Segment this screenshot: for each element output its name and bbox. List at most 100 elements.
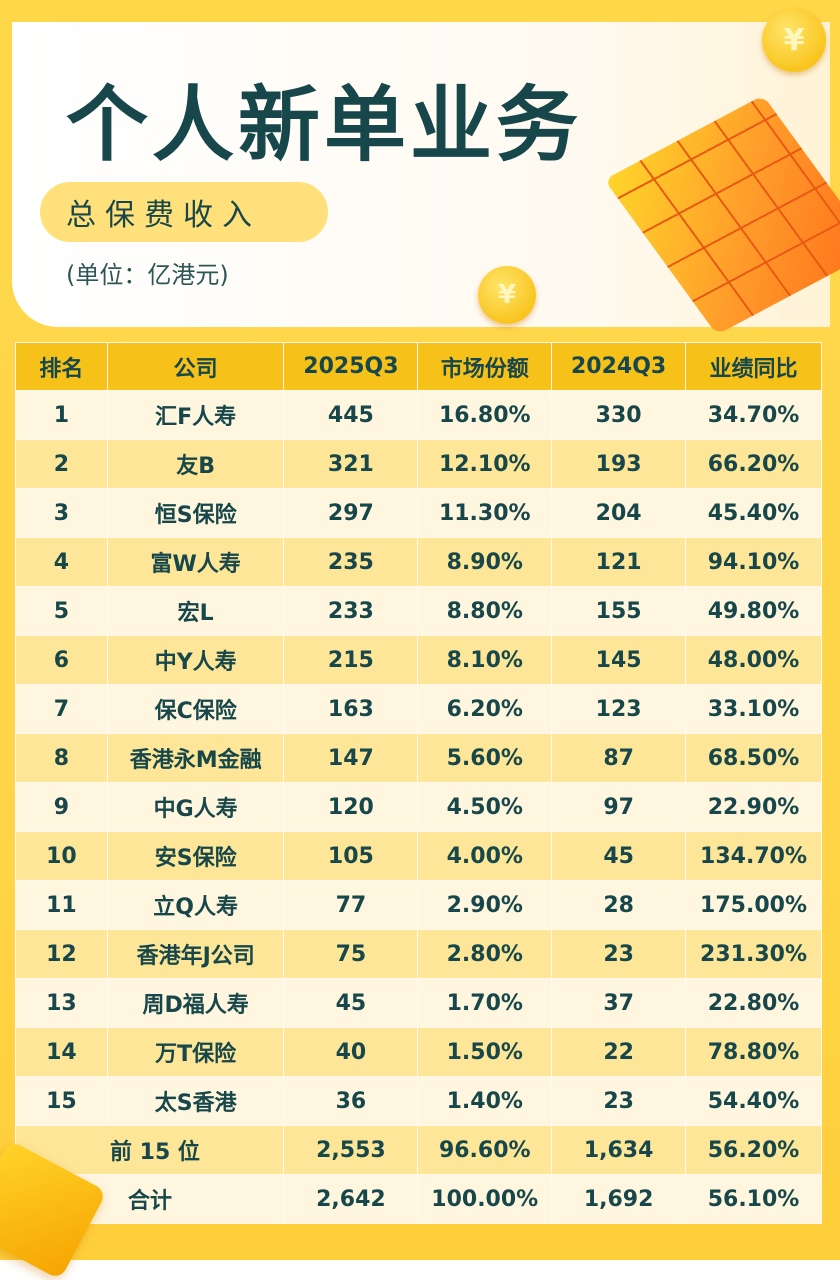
table-cell: 14 (15, 1027, 108, 1077)
table-cell: 8.90% (417, 537, 553, 587)
table-cell: 120 (283, 782, 419, 832)
table-cell: 33.10% (685, 684, 822, 734)
table-cell: 78.80% (685, 1027, 822, 1077)
table-cell: 100.00% (417, 1174, 553, 1224)
table-cell: 56.10% (685, 1174, 822, 1224)
table-row: 10 安S保险 105 4.00% 45 134.70% (15, 831, 822, 881)
table-cell: 121 (551, 537, 687, 587)
column-header: 排名 (15, 342, 108, 391)
table-cell: 5 (15, 586, 108, 636)
table-cell: 香港年J公司 (106, 929, 285, 979)
table-cell: 安S保险 (106, 831, 285, 881)
table-cell: 12.10% (417, 439, 553, 489)
table-cell: 68.50% (685, 733, 822, 783)
column-header: 业绩同比 (685, 342, 822, 391)
coin-icon: ¥ (762, 8, 826, 72)
table-cell: 富W人寿 (106, 537, 285, 587)
table-row: 1 汇F人寿 445 16.80% 330 34.70% (15, 390, 822, 440)
table-cell: 49.80% (685, 586, 822, 636)
table-row: 12 香港年J公司 75 2.80% 23 231.30% (15, 929, 822, 979)
table-cell: 11.30% (417, 488, 553, 538)
table-row: 3 恒S保险 297 11.30% 204 45.40% (15, 488, 822, 538)
table-cell: 恒S保险 (106, 488, 285, 538)
table-cell: 12 (15, 929, 108, 979)
table-cell: 香港永M金融 (106, 733, 285, 783)
table-cell: 155 (551, 586, 687, 636)
table-cell: 175.00% (685, 880, 822, 930)
table-cell: 445 (283, 390, 419, 440)
table-cell: 11 (15, 880, 108, 930)
table-cell: 231.30% (685, 929, 822, 979)
table-cell: 2,553 (283, 1125, 419, 1175)
table-cell: 233 (283, 586, 419, 636)
table-cell: 94.10% (685, 537, 822, 587)
table-row: 13 周D福人寿 45 1.70% 37 22.80% (15, 978, 822, 1028)
table-cell: 330 (551, 390, 687, 440)
table-cell: 13 (15, 978, 108, 1028)
table-cell: 周D福人寿 (106, 978, 285, 1028)
table-cell: 2.90% (417, 880, 553, 930)
table-cell: 立Q人寿 (106, 880, 285, 930)
table-cell: 1 (15, 390, 108, 440)
table-cell: 3 (15, 488, 108, 538)
table-cell: 7 (15, 684, 108, 734)
table-cell: 9 (15, 782, 108, 832)
table-cell: 22 (551, 1027, 687, 1077)
table-cell: 147 (283, 733, 419, 783)
table-cell: 66.20% (685, 439, 822, 489)
total-row: 合计 2,642 100.00% 1,692 56.10% (14, 1174, 822, 1224)
table-cell: 8.10% (417, 635, 553, 685)
subtitle-pill: 总保费收入 (40, 182, 328, 242)
table-cell: 1.70% (417, 978, 553, 1028)
table-cell: 75 (283, 929, 419, 979)
table-row: 14 万T保险 40 1.50% 22 78.80% (15, 1027, 822, 1077)
table-cell: 中G人寿 (106, 782, 285, 832)
coin-icon: ¥ (478, 266, 536, 324)
ranking-table: 排名 公司 2025Q3 市场份额 2024Q3 业绩同比 1 汇F人寿 445 16.80% 3… (14, 342, 822, 1224)
table-cell: 123 (551, 684, 687, 734)
table-cell: 45 (283, 978, 419, 1028)
table-cell: 37 (551, 978, 687, 1028)
table-row: 2 友B 321 12.10% 193 66.20% (15, 439, 822, 489)
table-cell: 235 (283, 537, 419, 587)
column-header: 市场份额 (417, 342, 553, 391)
table-row: 6 中Y人寿 215 8.10% 145 48.00% (15, 635, 822, 685)
table-row: 4 富W人寿 235 8.90% 121 94.10% (15, 537, 822, 587)
table-row: 7 保C保险 163 6.20% 123 33.10% (15, 684, 822, 734)
table-cell: 5.60% (417, 733, 553, 783)
table-cell: 56.20% (685, 1125, 822, 1175)
table-cell: 1,634 (551, 1125, 687, 1175)
table-row: 9 中G人寿 120 4.50% 97 22.90% (15, 782, 822, 832)
table-cell: 28 (551, 880, 687, 930)
table-cell: 保C保险 (106, 684, 285, 734)
table-cell: 34.70% (685, 390, 822, 440)
table-cell: 4 (15, 537, 108, 587)
table-cell: 87 (551, 733, 687, 783)
table-header-row: 排名 公司 2025Q3 市场份额 2024Q3 业绩同比 (15, 342, 822, 391)
table-cell: 134.70% (685, 831, 822, 881)
table-cell: 1.50% (417, 1027, 553, 1077)
table-cell: 2.80% (417, 929, 553, 979)
table-cell: 1.40% (417, 1076, 553, 1126)
table-cell: 45.40% (685, 488, 822, 538)
table-cell: 96.60% (417, 1125, 553, 1175)
table-cell: 宏L (106, 586, 285, 636)
table-cell: 10 (15, 831, 108, 881)
table-cell: 45 (551, 831, 687, 881)
table-cell: 23 (551, 929, 687, 979)
page-title: 个人新单业务 (66, 78, 583, 173)
table-cell: 215 (283, 635, 419, 685)
table-cell: 4.00% (417, 831, 553, 881)
table-row: 5 宏L 233 8.80% 155 49.80% (15, 586, 822, 636)
table-row: 11 立Q人寿 77 2.90% 28 175.00% (15, 880, 822, 930)
table-cell: 汇F人寿 (106, 390, 285, 440)
table-row: 15 太S香港 36 1.40% 23 54.40% (15, 1076, 822, 1126)
table-cell: 22.80% (685, 978, 822, 1028)
table-cell: 4.50% (417, 782, 553, 832)
table-cell: 太S香港 (106, 1076, 285, 1126)
table-cell: 22.90% (685, 782, 822, 832)
table-cell: 40 (283, 1027, 419, 1077)
table-cell: 297 (283, 488, 419, 538)
table-cell: 6 (15, 635, 108, 685)
table-cell: 2 (15, 439, 108, 489)
